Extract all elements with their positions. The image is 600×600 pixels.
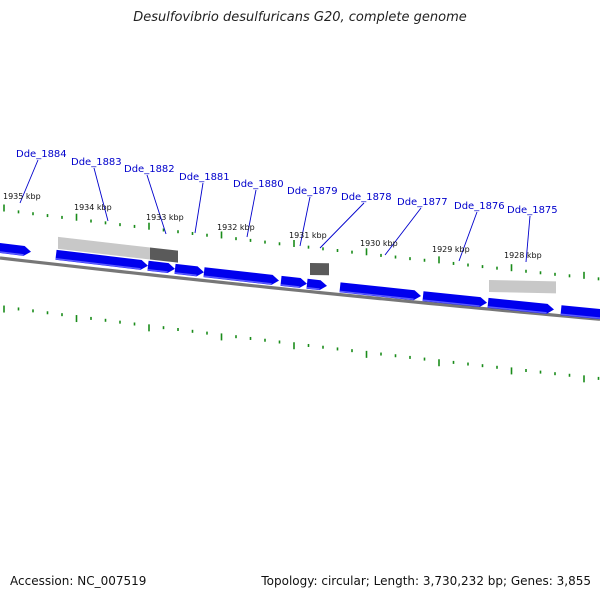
label-leader-line <box>319 202 365 249</box>
gene-arrow[interactable] <box>203 267 279 285</box>
label-leader-line <box>146 174 167 235</box>
gene-label-dde_1878[interactable]: Dde_1878 <box>341 192 392 203</box>
label-leaders <box>19 159 531 263</box>
label-leader-line <box>384 207 422 256</box>
label-leader-line <box>458 211 478 262</box>
gene-arrow[interactable] <box>560 305 600 320</box>
feature-light <box>489 280 556 294</box>
gene-track[interactable] <box>0 242 600 320</box>
kbp-label: 1935 kbp <box>3 192 41 201</box>
feature-dark <box>310 263 329 276</box>
gene-arrow[interactable] <box>306 278 328 291</box>
kbp-label: 1932 kbp <box>217 223 255 232</box>
label-leader-line <box>299 196 311 247</box>
kbp-labels: 1935 kbp 1934 kbp 1933 kbp 1932 kbp 1931 kbp… <box>3 192 542 260</box>
gene-arrow[interactable] <box>280 275 308 289</box>
gene-arrow-shape <box>306 278 328 291</box>
gene-label-dde_1884[interactable]: Dde_1884 <box>16 149 67 160</box>
kbp-label: 1929 kbp <box>432 245 470 254</box>
gene-arrow[interactable] <box>174 263 205 277</box>
genome-title: Desulfovibrio desulfuricans G20, complet… <box>133 10 467 25</box>
kbp-label: 1934 kbp <box>74 203 112 212</box>
gene-arrow-shade <box>560 313 600 320</box>
gene-label-dde_1879[interactable]: Dde_1879 <box>287 186 338 197</box>
gene-label-dde_1882[interactable]: Dde_1882 <box>124 164 175 175</box>
gene-arrow[interactable] <box>487 297 555 315</box>
gene-arrow-shape <box>422 291 488 308</box>
backbone-line <box>0 256 600 321</box>
kbp-label: 1930 kbp <box>360 239 398 248</box>
minor-ticks <box>3 204 600 383</box>
gene-label-dde_1880[interactable]: Dde_1880 <box>233 179 284 190</box>
accession-text: Accession: NC_007519 <box>10 574 147 588</box>
gene-arrow-shade <box>339 290 414 300</box>
feature-light <box>58 236 150 260</box>
gene-arrow-shade <box>306 286 320 290</box>
label-leader-line <box>19 159 39 204</box>
label-leader-line <box>246 189 257 238</box>
gene-arrow-shade <box>0 250 24 256</box>
gene-arrow[interactable] <box>422 291 488 308</box>
topology-text: Topology: circular; Length: 3,730,232 bp… <box>261 574 591 588</box>
gene-label-dde_1876[interactable]: Dde_1876 <box>454 201 505 212</box>
gene-arrow-shade <box>487 306 547 314</box>
gene-arrow[interactable] <box>55 249 149 271</box>
kbp-label: 1931 kbp <box>289 231 327 240</box>
gene-arrow-shade <box>174 272 197 277</box>
label-leader-line <box>93 167 109 222</box>
gene-arrow-shade <box>280 284 300 288</box>
gene-arrow-shade <box>55 258 141 270</box>
gene-label-dde_1877[interactable]: Dde_1877 <box>397 197 448 208</box>
gene-arrow-shade <box>203 275 272 285</box>
kbp-label: 1933 kbp <box>146 213 184 222</box>
gene-arrow[interactable] <box>0 242 32 256</box>
kbp-label: 1928 kbp <box>504 251 542 260</box>
feature-dark <box>150 247 178 263</box>
gene-arrow-shade <box>147 268 168 273</box>
gene-label-dde_1883[interactable]: Dde_1883 <box>71 157 122 168</box>
gene-arrow-shape <box>55 249 149 270</box>
gene-arrow-shape <box>487 297 555 314</box>
gene-label-dde_1881[interactable]: Dde_1881 <box>179 172 230 183</box>
feature-track <box>58 236 556 294</box>
gene-arrow[interactable] <box>147 260 175 274</box>
gene-arrow-shape <box>339 282 421 301</box>
label-leader-line <box>194 182 204 234</box>
label-leader-line <box>525 215 531 263</box>
gene-arrow-shade <box>422 299 480 307</box>
gene-arrow[interactable] <box>339 282 421 301</box>
gene-arrow-shape <box>203 267 279 285</box>
genome-backbone <box>0 256 600 321</box>
gene-label-dde_1875[interactable]: Dde_1875 <box>507 205 558 216</box>
